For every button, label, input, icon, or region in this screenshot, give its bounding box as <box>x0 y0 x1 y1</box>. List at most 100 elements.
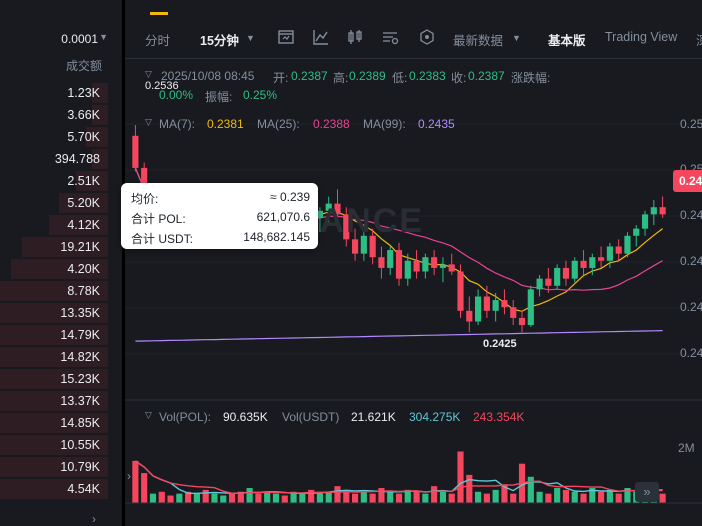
volume-bar <box>246 488 253 503</box>
volume-bar <box>149 493 157 503</box>
line-chart-icon[interactable] <box>312 28 330 46</box>
order-book-row[interactable]: 1.23K <box>0 82 114 104</box>
candle[interactable] <box>475 289 482 326</box>
candle[interactable] <box>659 196 666 218</box>
candle[interactable] <box>501 289 508 315</box>
candle[interactable] <box>615 239 622 261</box>
scroll-to-latest-button[interactable]: » <box>635 482 659 502</box>
chevron-right-icon[interactable]: › <box>127 469 131 483</box>
candle[interactable] <box>554 264 561 290</box>
order-book-row[interactable]: 4.54K <box>0 478 114 500</box>
volume-bar <box>492 489 499 503</box>
candle[interactable] <box>598 246 605 268</box>
ma25-label: MA(25): <box>257 117 300 131</box>
order-book-row[interactable]: 14.85K <box>0 412 114 434</box>
tab-depth[interactable]: 深 <box>696 30 702 49</box>
candle[interactable] <box>387 246 394 276</box>
candle[interactable] <box>457 264 464 318</box>
order-book-row[interactable]: 8.78K <box>0 280 114 302</box>
candle-type-icon[interactable] <box>346 28 364 46</box>
open-label: 开: <box>273 71 289 85</box>
candle[interactable] <box>404 253 411 286</box>
tab-trading-view[interactable]: Trading View <box>605 30 678 44</box>
drawing-tools-icon[interactable] <box>381 28 399 46</box>
candle[interactable] <box>369 228 376 265</box>
candle[interactable] <box>378 246 385 279</box>
hexagon-settings-icon[interactable] <box>418 28 436 46</box>
candle[interactable] <box>606 242 613 268</box>
volume-bar <box>141 473 148 503</box>
chevron-down-icon[interactable]: ▽ <box>145 69 152 79</box>
candle[interactable] <box>527 285 534 327</box>
order-book-row[interactable]: 19.21K <box>0 236 114 258</box>
tab-basic-version[interactable]: 基本版 <box>548 34 586 48</box>
order-book-row[interactable]: 5.70K <box>0 126 114 148</box>
candle[interactable] <box>316 207 323 233</box>
order-book-row[interactable]: 10.55K <box>0 434 114 456</box>
kline-chart[interactable]: ▽ 2025/10/08 08:45 开: 0.2387 高: 0.2389 低… <box>125 59 702 526</box>
order-book-row[interactable]: 394.788 <box>0 148 114 170</box>
candle[interactable] <box>395 242 403 286</box>
tab-15min[interactable]: 15分钟 <box>200 34 239 48</box>
volume-bar <box>378 488 385 503</box>
order-book-volume: 5.20K <box>67 196 100 210</box>
order-book-row[interactable]: 3.66K <box>0 104 114 126</box>
order-book-volume: 394.788 <box>54 152 100 166</box>
candle[interactable] <box>448 253 455 276</box>
volume-bar <box>325 491 332 503</box>
order-book-row[interactable]: 15.23K <box>0 368 114 390</box>
candle[interactable] <box>334 189 341 222</box>
candle[interactable] <box>360 232 367 261</box>
candle[interactable] <box>492 292 499 322</box>
candle[interactable] <box>466 296 473 333</box>
order-book-row[interactable]: 10.79K <box>0 456 114 478</box>
candle[interactable] <box>536 275 543 297</box>
order-book-volume: 15.23K <box>60 372 100 386</box>
tooltip-usdt-row: 合计 USDT: 148,682.145 <box>131 230 310 247</box>
candle[interactable] <box>624 232 631 258</box>
chevron-right-icon[interactable]: › <box>92 512 96 526</box>
candle[interactable] <box>580 250 587 276</box>
candle[interactable] <box>571 257 578 283</box>
order-book-row[interactable]: 5.20K <box>0 192 114 214</box>
volume-bar <box>466 474 473 503</box>
tooltip-avg-row: 均价: ≈ 0.239 <box>131 190 310 207</box>
candle[interactable] <box>589 253 596 276</box>
chart-toolbar: 分时 15分钟 ▼ 最新数据 ▼ 基本版 Trading View 深 <box>125 22 702 54</box>
order-book-row[interactable]: 13.35K <box>0 302 114 324</box>
candle[interactable] <box>641 210 649 236</box>
panel-divider[interactable] <box>122 0 125 526</box>
candle[interactable] <box>422 253 429 279</box>
candle[interactable] <box>325 196 332 226</box>
candle[interactable] <box>343 207 350 247</box>
chevron-down-icon[interactable]: ▼ <box>512 33 521 43</box>
candle[interactable] <box>431 250 438 276</box>
order-book-row[interactable]: 4.20K <box>0 258 114 280</box>
candle[interactable] <box>351 228 359 261</box>
order-book-row[interactable]: 14.82K <box>0 346 114 368</box>
candle[interactable] <box>413 250 420 279</box>
candle[interactable] <box>510 300 517 326</box>
candle[interactable] <box>439 257 447 283</box>
candle[interactable] <box>545 267 552 293</box>
tab-time-sharing[interactable]: 分时 <box>145 34 171 48</box>
candle[interactable] <box>650 200 657 226</box>
order-book-row[interactable]: 14.79K <box>0 324 114 346</box>
order-book-volume: 3.66K <box>67 108 100 122</box>
indicator-icon[interactable] <box>277 28 295 46</box>
volume-bar <box>483 493 490 503</box>
candle[interactable] <box>562 260 570 286</box>
chevron-down-icon[interactable]: ▽ <box>145 117 152 127</box>
price-step-selector[interactable]: 0.0001 ▼ <box>0 28 120 48</box>
candle[interactable] <box>633 225 640 247</box>
order-book-row[interactable]: 4.12K <box>0 214 114 236</box>
order-book-row[interactable]: 13.37K <box>0 390 114 412</box>
low-label: 低: <box>392 71 408 85</box>
latest-data-dropdown[interactable]: 最新数据 <box>453 34 504 48</box>
chevron-down-icon[interactable]: ▼ <box>246 33 255 43</box>
candle[interactable] <box>518 310 526 333</box>
chevron-down-icon[interactable]: ▽ <box>145 410 152 420</box>
candle[interactable] <box>132 125 139 172</box>
candle[interactable] <box>483 285 490 318</box>
order-book-row[interactable]: 2.51K <box>0 170 114 192</box>
